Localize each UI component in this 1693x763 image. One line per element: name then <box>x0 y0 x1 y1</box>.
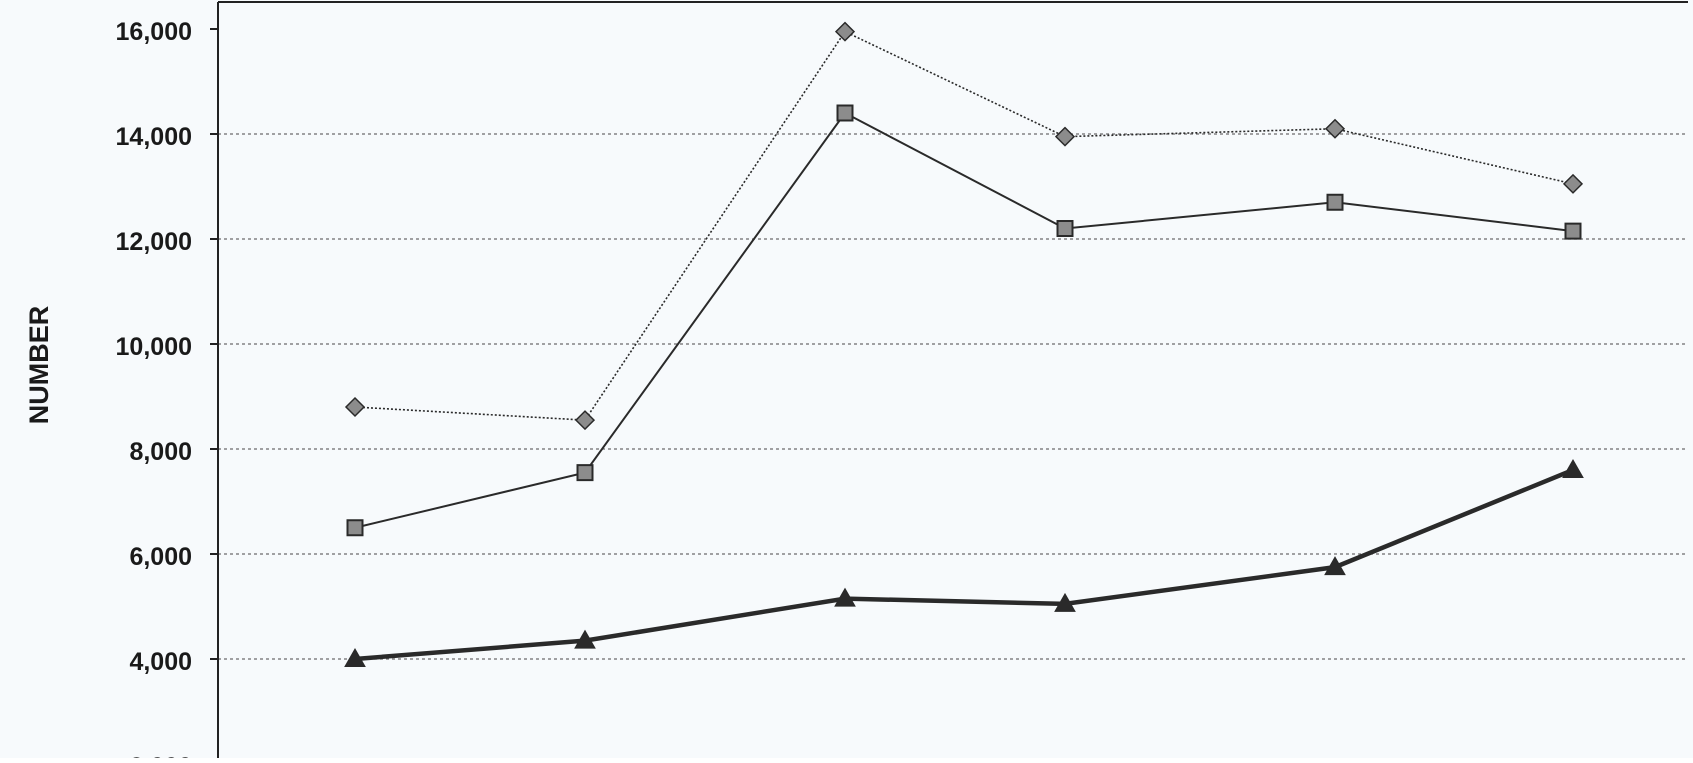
data-point-triangle <box>1324 556 1346 576</box>
data-point-diamond <box>834 21 856 42</box>
y-tick-label: 14,000 <box>116 123 192 151</box>
y-tick-label: 8,000 <box>129 438 192 466</box>
y-tick-label: 12,000 <box>116 228 192 256</box>
series-group <box>344 21 1584 667</box>
data-point-square <box>1564 222 1582 240</box>
data-point-square <box>346 519 364 537</box>
data-point-square <box>1056 220 1074 237</box>
data-point-square <box>576 464 594 482</box>
y-tick-labels: 2,000 4,000 6,000 8,000 10,000 12,000 14,000 16… <box>116 18 218 763</box>
gridlines <box>218 133 1688 660</box>
data-point-square <box>836 104 854 122</box>
y-tick-label: 16,000 <box>116 18 192 46</box>
data-point-diamond <box>1324 118 1346 139</box>
data-point-diamond <box>1562 173 1584 194</box>
y-tick-label: 10,000 <box>116 333 192 361</box>
y-tick-label: 2,000 <box>129 753 192 758</box>
data-point-triangle <box>834 587 856 607</box>
data-point-triangle <box>1562 458 1584 478</box>
y-tick-label: 6,000 <box>129 543 192 571</box>
y-tick-label: 4,000 <box>129 648 192 676</box>
series-line <box>354 30 1574 421</box>
y-axis-title: NUMBER <box>24 306 54 425</box>
series-diamond <box>344 21 1584 431</box>
series-line <box>354 467 1574 662</box>
data-point-diamond <box>574 410 596 431</box>
data-point-diamond <box>344 396 366 418</box>
series-square <box>346 104 1582 537</box>
data-point-triangle <box>344 647 366 667</box>
data-point-triangle <box>574 629 596 649</box>
series-line <box>354 111 1574 529</box>
series-triangle <box>344 458 1584 667</box>
data-point-square <box>1326 193 1344 211</box>
data-point-diamond <box>1054 126 1076 147</box>
data-point-triangle <box>1054 592 1076 612</box>
